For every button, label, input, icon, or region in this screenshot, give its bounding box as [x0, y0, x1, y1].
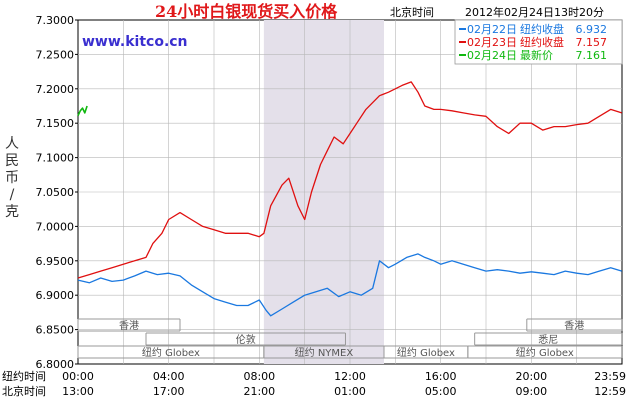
- x-tick-bj: 09:00: [515, 385, 547, 398]
- price-lines: [77, 81, 622, 317]
- x-tick-ny: 04:00: [153, 370, 185, 383]
- beijing-time-label: 北京时间: [390, 5, 434, 19]
- bj-time-label: 北京时间: [2, 384, 46, 398]
- legend-label: 纽约收盘: [520, 35, 564, 49]
- y-tick-label: 7.1000: [36, 152, 75, 165]
- x-tick-ny: 08:00: [243, 370, 275, 383]
- y-tick-label: 6.9500: [36, 255, 75, 268]
- series-line-2: [77, 105, 88, 116]
- x-tick-bj: 17:00: [153, 385, 185, 398]
- y-axis-ticks: 7.3000 7.2500 7.2000 7.1500 7.1000 7.0500 7.00…: [36, 14, 78, 371]
- x-tick-bj: 21:00: [243, 385, 275, 398]
- y-tick-label: 7.2500: [36, 48, 75, 61]
- y-axis-label-char: 币: [5, 170, 19, 186]
- x-tick-bj: 05:00: [425, 385, 457, 398]
- series-line-0: [77, 253, 622, 317]
- legend-label: 最新价: [520, 48, 553, 62]
- session-label: 纽约 Globex: [397, 346, 455, 359]
- x-tick-ny: 23:59: [594, 370, 626, 383]
- y-tick-label: 7.3000: [36, 14, 75, 27]
- x-tick-bj: 12:59: [594, 385, 626, 398]
- session-label: 香港: [564, 320, 584, 332]
- legend-box: [454, 19, 623, 65]
- x-tick-ny: 12:00: [334, 370, 366, 383]
- legend-value: 6.932: [576, 23, 608, 36]
- y-tick-label: 6.9000: [36, 289, 75, 302]
- legend-date: 02月23日: [467, 36, 517, 49]
- x-tick-bj: 13:00: [62, 385, 94, 398]
- x-tick-ny: 00:00: [62, 370, 94, 383]
- y-axis-label-char: /: [10, 187, 15, 203]
- legend-label: 纽约收盘: [520, 22, 564, 36]
- ny-time-label: 纽约时间: [2, 369, 46, 383]
- y-tick-label: 7.0000: [36, 220, 75, 233]
- chart-title: 24小时白银现货买入价格: [155, 2, 338, 21]
- y-tick-label: 6.8500: [36, 324, 75, 337]
- y-tick-label: 6.8000: [36, 358, 75, 371]
- session-label: 纽约 Globex: [142, 346, 200, 359]
- session-label: 伦敦: [236, 333, 256, 346]
- site-url[interactable]: www.kitco.cn: [82, 34, 188, 50]
- y-axis-label-char: 人: [5, 136, 19, 152]
- y-tick-label: 7.0500: [36, 186, 75, 199]
- legend-value: 7.157: [576, 36, 608, 49]
- x-tick-bj: 01:00: [334, 385, 366, 398]
- y-axis-label: 人民币/克: [5, 136, 19, 220]
- y-axis-label-char: 克: [5, 204, 19, 220]
- y-axis-label-char: 民: [5, 153, 19, 169]
- y-tick-label: 7.2000: [36, 83, 75, 96]
- y-tick-label: 7.1500: [36, 117, 75, 130]
- legend-date: 02月22日: [467, 23, 517, 36]
- x-axis-ticks: 00:00 13:00 04:00 17:00 08:00 21:00 12:00 01:00…: [62, 370, 626, 398]
- session-label: 纽约 NYMEX: [295, 346, 354, 359]
- series-line-1: [77, 81, 622, 279]
- session-label: 悉尼: [538, 334, 558, 346]
- session-label: 香港: [119, 320, 139, 332]
- legend-value: 7.161: [576, 49, 608, 62]
- session-label: 纽约 Globex: [516, 346, 574, 359]
- legend: 02月22日 纽约收盘 6.932 02月23日 纽约收盘 7.157 02月24日 最新价 7…: [454, 19, 623, 65]
- legend-date: 02月24日: [467, 49, 517, 62]
- x-tick-ny: 20:00: [515, 370, 547, 383]
- x-tick-ny: 16:00: [425, 370, 457, 383]
- timestamp: 2012年02月24日13时20分: [465, 5, 604, 19]
